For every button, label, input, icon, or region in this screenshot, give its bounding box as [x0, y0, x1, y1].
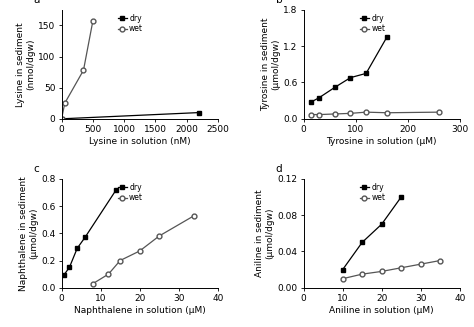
dry	[317, 96, 322, 100]
wet	[106, 272, 111, 276]
wet	[398, 266, 404, 270]
wet	[191, 214, 197, 217]
wet	[90, 282, 96, 286]
dry	[66, 266, 72, 269]
dry	[347, 76, 353, 79]
X-axis label: Aniline in solution (μM): Aniline in solution (μM)	[329, 306, 434, 315]
Legend: dry, wet: dry, wet	[357, 11, 387, 36]
dry	[113, 188, 119, 192]
Y-axis label: Tyrosine in sediment
(μmol/dgw): Tyrosine in sediment (μmol/dgw)	[261, 18, 280, 111]
Y-axis label: Aniline in sediment
(μmol/dgw): Aniline in sediment (μmol/dgw)	[255, 189, 274, 277]
wet	[340, 277, 346, 281]
Y-axis label: Naphthalene in sediment
(μmol/dgw): Naphthalene in sediment (μmol/dgw)	[19, 176, 38, 291]
wet	[332, 112, 337, 116]
dry	[332, 85, 337, 89]
Y-axis label: Lysine in sediment
(nmol/dgw): Lysine in sediment (nmol/dgw)	[16, 22, 36, 107]
dry	[74, 246, 80, 250]
wet	[363, 110, 369, 114]
wet	[418, 262, 424, 266]
wet	[90, 19, 96, 23]
wet	[81, 68, 86, 72]
Line: dry: dry	[340, 195, 404, 272]
wet	[379, 269, 384, 273]
wet	[309, 112, 314, 116]
wet	[384, 111, 390, 115]
Text: c: c	[34, 164, 39, 174]
dry	[398, 195, 404, 199]
dry	[309, 100, 314, 104]
wet	[62, 101, 68, 105]
dry	[363, 71, 369, 75]
Legend: dry, wet: dry, wet	[357, 181, 387, 204]
Line: dry: dry	[61, 187, 118, 278]
Text: b: b	[275, 0, 282, 6]
wet	[317, 112, 322, 116]
dry	[384, 35, 390, 39]
X-axis label: Lysine in solution (nM): Lysine in solution (nM)	[89, 137, 191, 146]
Text: d: d	[275, 164, 282, 174]
Legend: dry, wet: dry, wet	[115, 11, 146, 36]
Line: wet: wet	[309, 110, 441, 117]
Legend: dry, wet: dry, wet	[115, 181, 146, 204]
wet	[347, 112, 353, 115]
dry	[340, 267, 346, 271]
X-axis label: Tyrosine in solution (μM): Tyrosine in solution (μM)	[327, 137, 437, 146]
wet	[436, 110, 442, 114]
Text: a: a	[34, 0, 40, 6]
dry	[82, 235, 88, 239]
wet	[359, 272, 365, 276]
Line: wet: wet	[340, 258, 443, 281]
Line: dry: dry	[309, 35, 389, 104]
X-axis label: Naphthalene in solution (μM): Naphthalene in solution (μM)	[74, 306, 206, 315]
wet	[156, 234, 162, 238]
wet	[438, 259, 443, 263]
wet	[137, 249, 143, 253]
dry	[359, 240, 365, 244]
Line: wet: wet	[59, 19, 95, 121]
dry	[61, 274, 66, 278]
wet	[59, 117, 64, 121]
wet	[118, 259, 123, 263]
Line: wet: wet	[91, 213, 197, 286]
dry	[379, 222, 384, 226]
